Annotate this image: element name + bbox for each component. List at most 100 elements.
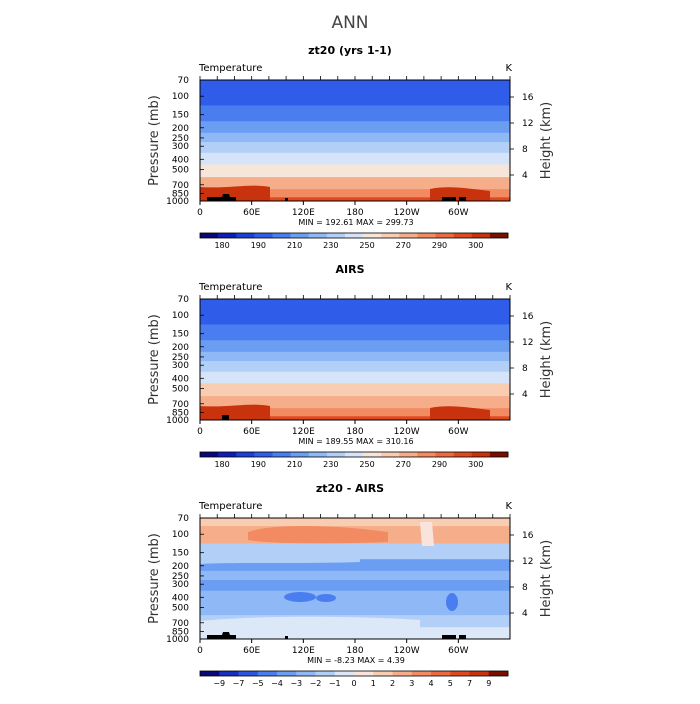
colorbar-label: 290	[432, 241, 447, 250]
field-band	[200, 307, 510, 325]
colorbar-cell	[254, 452, 273, 457]
x-tick-label: 60W	[448, 208, 468, 218]
panel-2: AIRS Temperature K 0 60E 120E 180 120W 60W 70 100 1…	[147, 263, 554, 469]
topography	[222, 415, 229, 420]
colorbar-cell	[344, 452, 364, 457]
topography	[207, 194, 236, 201]
colorbar-cell	[277, 671, 297, 676]
y2-axis-title: Height (km)	[539, 540, 554, 617]
y2-tick-label: 8	[522, 145, 528, 155]
topography	[285, 636, 288, 639]
colorbar-label: 230	[323, 241, 338, 250]
colorbar-label: 230	[323, 460, 338, 469]
colorbar-label: 270	[396, 460, 411, 469]
colorbar-cell	[411, 671, 432, 676]
x-tick-label: 120E	[292, 427, 315, 437]
cold-anomaly	[284, 592, 316, 602]
colorbar-cell	[254, 233, 273, 238]
colorbar-cell	[471, 452, 491, 457]
colorbar-label: −2	[310, 679, 322, 688]
y-tick-label: 500	[172, 603, 189, 613]
colorbar-cell	[236, 452, 255, 457]
colorbar-cell	[489, 233, 509, 238]
colorbar: −9 −7 −5 −4 −3 −2 −1 0 1 2 3 4 5 7 9	[199, 670, 509, 688]
topography	[207, 632, 236, 639]
colorbar-label: −9	[213, 679, 225, 688]
y-tick-label: 100	[172, 530, 189, 540]
colorbar-label: −7	[233, 679, 245, 688]
y-tick-label: 850	[172, 409, 189, 419]
colorbar-label: 3	[409, 679, 414, 688]
field-band	[200, 164, 510, 178]
y-tick-label: 300	[172, 580, 189, 590]
field-band	[200, 518, 510, 527]
y-tick-label: 250	[172, 572, 189, 582]
y-tick-label: 200	[172, 562, 189, 572]
colorbar-frame	[199, 670, 509, 677]
field-band	[200, 142, 510, 154]
field-band	[200, 416, 510, 421]
field-band	[200, 189, 510, 198]
field-band	[200, 299, 510, 308]
y2-axis-title: Height (km)	[539, 321, 554, 398]
y-tick-label: 400	[172, 374, 189, 384]
min-max-stats: MIN = -8.23 MAX = 4.39	[307, 656, 405, 665]
colorbar-cell	[290, 233, 310, 238]
page-title: ANN	[331, 13, 368, 33]
warm-anomaly	[248, 526, 388, 544]
colorbar-cell	[489, 452, 509, 457]
field-bands	[200, 299, 510, 421]
colorbar-cell	[399, 233, 418, 238]
colorbar-cell	[354, 671, 374, 676]
panel-title: zt20 (yrs 1-1)	[308, 44, 392, 57]
units-label: K	[505, 63, 512, 74]
units-label: K	[505, 282, 512, 293]
colorbar-cell	[450, 671, 470, 676]
x-tick-label: 120W	[394, 208, 420, 218]
field-band	[200, 396, 510, 409]
y-tick-label: 300	[172, 142, 189, 152]
colorbar-label: 250	[359, 241, 374, 250]
y-tick-label: 150	[172, 330, 189, 340]
colorbar-cell	[296, 671, 316, 676]
y-axis-title: Pressure (mb)	[147, 533, 162, 624]
field-band	[200, 371, 510, 384]
colorbar-cell	[219, 671, 239, 676]
colorbar-cell	[308, 233, 328, 238]
panel-1: zt20 (yrs 1-1) Temperature K 0 60E 120E 180 120…	[147, 44, 554, 250]
colorbar-label: −4	[271, 679, 283, 688]
y2-axis-title: Height (km)	[539, 102, 554, 179]
y-tick-label: 1000	[166, 635, 189, 645]
field-label: Temperature	[198, 63, 262, 74]
units-label: K	[505, 501, 512, 512]
y2-tick-label: 16	[522, 312, 534, 322]
topography	[442, 635, 456, 639]
colorbar-cell	[399, 452, 418, 457]
y2-tick-label: 4	[522, 390, 528, 400]
y2-tick-label: 8	[522, 583, 528, 593]
field-band	[200, 635, 510, 640]
field-label: Temperature	[198, 501, 262, 512]
y-tick-label: 500	[172, 384, 189, 394]
y2-tick-label: 4	[522, 171, 528, 181]
field-band	[200, 340, 510, 353]
colorbar-label: 1	[371, 679, 376, 688]
colorbar-cell	[200, 233, 219, 238]
colorbar-label: 290	[432, 460, 447, 469]
field-band	[200, 324, 510, 341]
y-tick-label: 500	[172, 165, 189, 175]
warm-surface	[430, 406, 490, 420]
colorbar-cell	[200, 452, 219, 457]
panel-title: AIRS	[336, 263, 365, 276]
x-tick-label: 60E	[243, 646, 260, 656]
y-tick-label: 700	[172, 619, 189, 629]
x-tick-label: 60E	[243, 427, 260, 437]
y2-tick-label: 4	[522, 609, 528, 619]
x-tick-label: 120E	[292, 646, 315, 656]
colorbar-cell	[471, 233, 491, 238]
colorbar-label: 5	[448, 679, 453, 688]
colorbar-cell	[344, 233, 364, 238]
field-band	[200, 383, 510, 397]
colorbar-cell	[238, 671, 259, 676]
y-tick-label: 850	[172, 190, 189, 200]
